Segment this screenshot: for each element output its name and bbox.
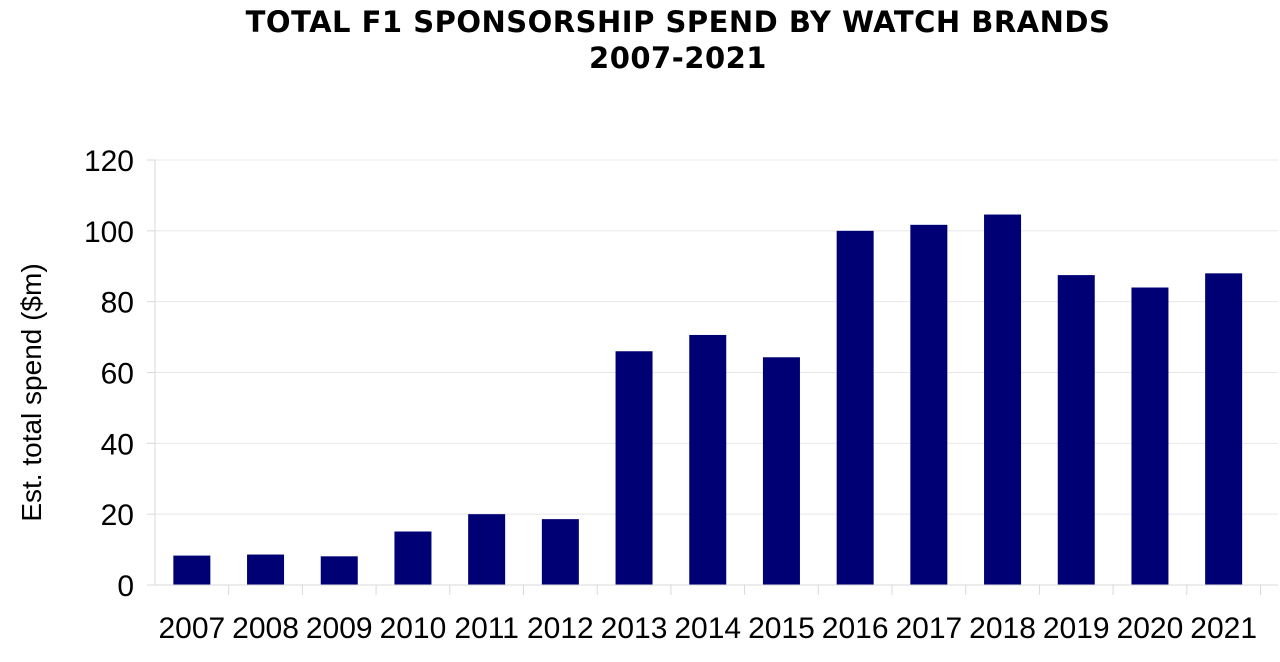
y-tick-label: 120 xyxy=(84,145,134,178)
bar-2018 xyxy=(984,214,1022,585)
x-tick-label: 2013 xyxy=(601,612,668,645)
bar-2012 xyxy=(541,519,579,585)
bar-2010 xyxy=(394,531,432,585)
x-tick-label: 2018 xyxy=(969,612,1036,645)
x-tick-label: 2011 xyxy=(454,612,519,645)
bar-2021 xyxy=(1205,273,1243,585)
bar-2019 xyxy=(1057,275,1095,585)
x-tick-label: 2017 xyxy=(895,612,962,645)
x-tick-label: 2012 xyxy=(527,612,594,645)
bars xyxy=(173,214,1243,586)
x-tick-label: 2007 xyxy=(158,612,225,645)
x-tick-label: 2014 xyxy=(674,612,741,645)
bar-2015 xyxy=(762,357,800,585)
chart-title-block: TOTAL F1 SPONSORSHIP SPEND BY WATCH BRAN… xyxy=(0,4,1280,76)
y-tick-labels: 0 20 40 60 80 100 120 xyxy=(84,145,155,603)
bar-2009 xyxy=(320,556,358,585)
x-tick-labels: 2007 2008 2009 2010 2011 2012 2013 2014 2015 2016… xyxy=(158,585,1261,645)
chart-subtitle: 2007-2021 xyxy=(589,41,767,75)
x-tick-label: 2019 xyxy=(1043,612,1110,645)
bar-2020 xyxy=(1131,287,1169,585)
x-tick-label: 2008 xyxy=(232,612,299,645)
x-tick-label: 2015 xyxy=(748,612,815,645)
y-tick-label: 20 xyxy=(101,499,134,532)
bar-2008 xyxy=(247,554,285,585)
y-axis-label: Est. total spend ($m) xyxy=(16,263,47,521)
bar-2014 xyxy=(689,334,727,585)
bar-2013 xyxy=(615,351,653,585)
x-tick-label: 2016 xyxy=(822,612,889,645)
x-tick-label: 2020 xyxy=(1117,612,1184,645)
bar-2016 xyxy=(836,230,874,586)
x-tick-label: 2010 xyxy=(380,612,447,645)
bar-2007 xyxy=(173,555,211,585)
chart-title: TOTAL F1 SPONSORSHIP SPEND BY WATCH BRAN… xyxy=(245,5,1111,39)
x-tick-label: 2009 xyxy=(306,612,373,645)
x-tick-label: 2021 xyxy=(1190,612,1257,645)
y-tick-label: 40 xyxy=(101,428,134,461)
bar-2017 xyxy=(910,224,948,585)
bar-2011 xyxy=(468,514,506,585)
y-tick-label: 80 xyxy=(101,287,134,320)
y-tick-label: 60 xyxy=(101,358,134,391)
y-tick-label: 0 xyxy=(117,570,134,603)
y-tick-label: 100 xyxy=(84,216,134,249)
